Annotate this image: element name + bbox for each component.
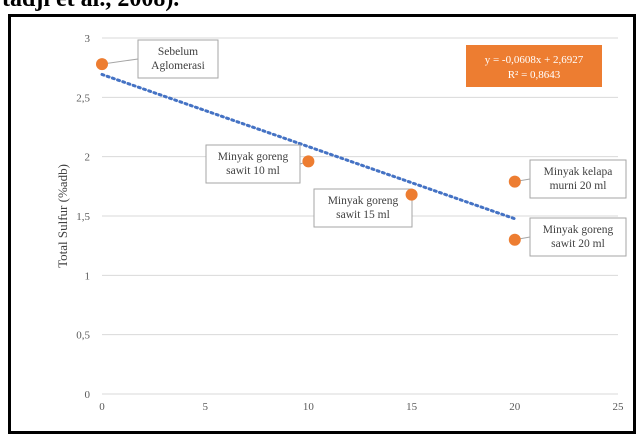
trendline bbox=[100, 72, 517, 221]
x-tick-label: 15 bbox=[406, 401, 418, 413]
y-axis-ticks: 0 0,5 1 1,5 2 2,5 3 bbox=[76, 33, 90, 401]
callout-box bbox=[205, 144, 301, 184]
data-label: Minyak goreng bbox=[543, 224, 614, 236]
equation-box-background bbox=[466, 45, 602, 87]
trendline-r-squared: R² = 0,8643 bbox=[508, 69, 561, 81]
gridlines bbox=[102, 37, 618, 395]
y-tick-label: 3 bbox=[85, 33, 91, 45]
data-label: sawit 20 ml bbox=[551, 238, 605, 250]
y-tick-label: 1,5 bbox=[76, 211, 90, 223]
callout-box bbox=[529, 217, 627, 257]
y-tick-label: 0,5 bbox=[76, 330, 90, 342]
y-tick-label: 2 bbox=[85, 152, 91, 164]
data-point bbox=[508, 233, 521, 246]
x-axis-ticks: 0 5 10 15 20 25 bbox=[99, 401, 624, 413]
callout-box bbox=[529, 159, 627, 199]
y-tick-label: 1 bbox=[85, 270, 91, 282]
x-tick-label: 20 bbox=[509, 401, 521, 413]
data-point bbox=[96, 58, 108, 71]
x-tick-label: 0 bbox=[99, 401, 105, 413]
y-tick-label: 2,5 bbox=[76, 92, 90, 104]
data-label: Minyak kelapa bbox=[544, 166, 613, 178]
data-point bbox=[405, 188, 418, 201]
data-label: sawit 10 ml bbox=[226, 165, 280, 177]
header-text-fragment: tadji et al., 2008). bbox=[2, 0, 179, 13]
data-point bbox=[302, 155, 315, 168]
x-tick-label: 25 bbox=[613, 401, 625, 413]
callout-leader-line bbox=[101, 58, 139, 65]
point-callouts: Sebelum Aglomerasi Minyak goreng sawit 10 m… bbox=[101, 39, 627, 257]
data-label: Minyak goreng bbox=[328, 195, 399, 207]
data-points bbox=[96, 58, 521, 246]
y-tick-label: 0 bbox=[85, 389, 91, 401]
callout-box bbox=[313, 188, 413, 228]
data-label: Aglomerasi bbox=[151, 60, 205, 72]
data-point bbox=[508, 175, 521, 188]
y-axis-label: Total Sulfur (%adb) bbox=[55, 164, 70, 268]
data-label: murni 20 ml bbox=[550, 180, 607, 192]
data-label: Minyak goreng bbox=[218, 151, 289, 163]
data-label: sawit 15 ml bbox=[336, 209, 390, 221]
x-tick-label: 10 bbox=[303, 401, 315, 413]
trendline-equation: y = -0,0608x + 2,6927 bbox=[485, 54, 584, 66]
data-label: Sebelum bbox=[158, 46, 198, 58]
equation-box: y = -0,0608x + 2,6927 R² = 0,8643 bbox=[466, 45, 602, 87]
callout-box bbox=[137, 39, 219, 79]
x-tick-label: 5 bbox=[202, 401, 208, 413]
